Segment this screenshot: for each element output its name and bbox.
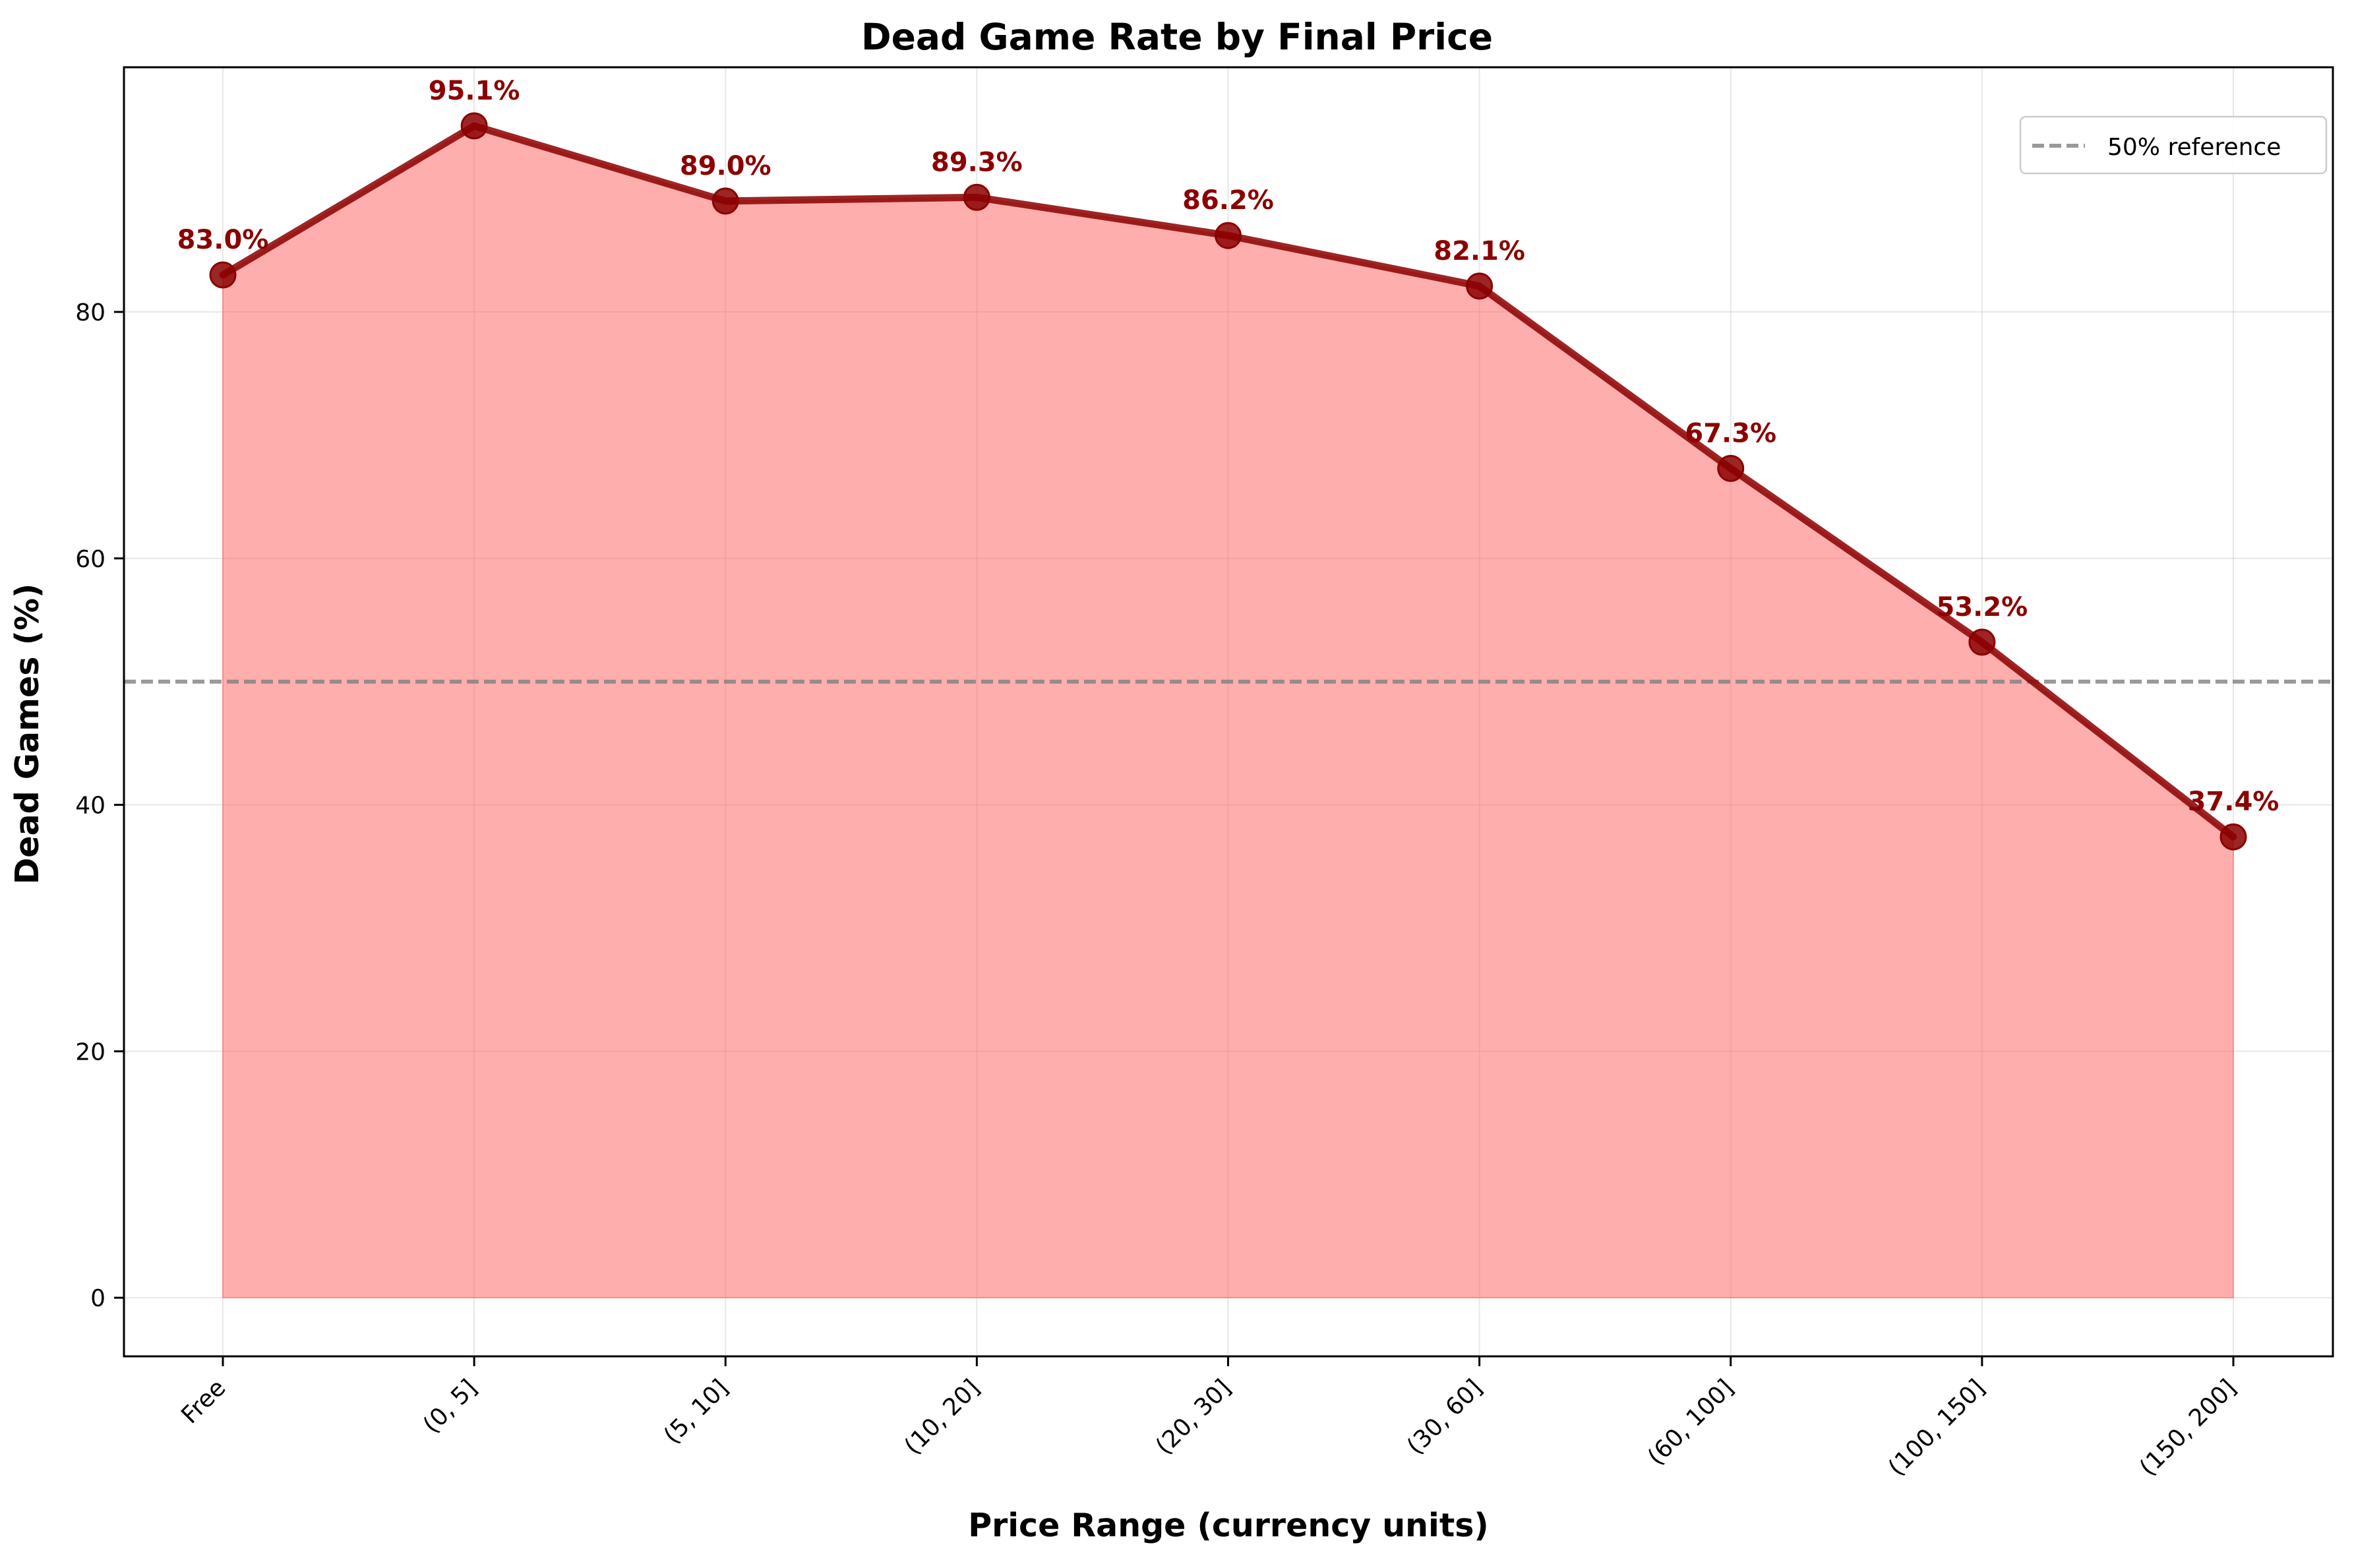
data-label: 95.1% (429, 76, 520, 106)
data-label: 67.3% (1685, 418, 1776, 448)
data-label: 82.1% (1434, 236, 1525, 266)
data-point (1968, 628, 1996, 656)
y-tick-label: 0 (90, 1285, 106, 1312)
data-label: 86.2% (1182, 185, 1274, 216)
y-tick-label: 20 (75, 1039, 106, 1066)
data-label: 89.0% (680, 151, 771, 181)
y-tick-label: 40 (75, 793, 106, 820)
data-point (1466, 272, 1494, 300)
data-point (2219, 823, 2247, 851)
data-point (209, 261, 237, 289)
y-tick-label: 80 (75, 299, 106, 326)
legend: 50% reference (2019, 115, 2328, 175)
data-label: 83.0% (177, 225, 269, 255)
data-label: 89.3% (931, 147, 1023, 177)
y-tick-label: 60 (75, 546, 106, 573)
y-axis-ticks: 0 20 40 60 80 (75, 299, 124, 1312)
point-layer (209, 112, 2247, 851)
x-axis-label: Price Range (currency units) (968, 1507, 1489, 1544)
data-point (963, 183, 990, 211)
data-label: 53.2% (1936, 592, 2028, 622)
data-label: 37.4% (2188, 787, 2279, 817)
legend-box (2019, 115, 2328, 175)
data-point (711, 187, 739, 215)
data-label-layer: 83.0% 95.1% 89.0% 89.3% 86.2% 82.1% 67.3% 53.2%… (177, 76, 2279, 817)
data-point (1717, 454, 1745, 482)
data-point (460, 112, 488, 140)
legend-reference-label: 50% reference (2107, 134, 2281, 161)
y-axis-label: Dead Games (%) (9, 584, 46, 885)
chart-title: Dead Game Rate by Final Price (861, 16, 1493, 58)
data-point (1215, 222, 1242, 249)
